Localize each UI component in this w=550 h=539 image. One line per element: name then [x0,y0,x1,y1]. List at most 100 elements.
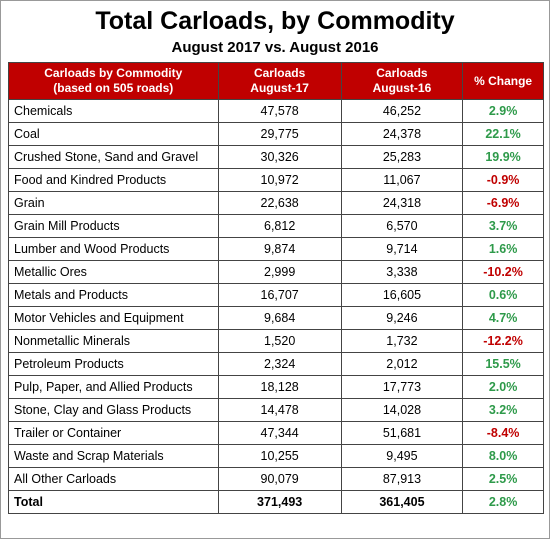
percent-change: 2.8% [462,490,544,514]
carloads: 11,067 [340,168,464,192]
column-header: Carloads August-16 [340,62,464,100]
percent-change: 19.9% [462,145,544,169]
carloads: 9,246 [340,306,464,330]
column-header: % Change [462,62,544,100]
header-line: August-16 [372,81,432,95]
row-label: Trailer or Container [8,421,219,445]
carloads: 17,773 [340,375,464,399]
carloads: 29,775 [217,122,342,146]
data-row: Metals and Products 16,707 16,605 0.6% [8,283,544,307]
percent-change: -12.2% [462,329,544,353]
carloads: 10,255 [217,444,342,468]
carloads: 24,318 [340,191,464,215]
data-row: Petroleum Products 2,324 2,012 15.5% [8,352,544,376]
data-row: Food and Kindred Products 10,972 11,067 -0.… [8,168,544,192]
carloads: 46,252 [340,99,464,123]
carloads: 10,972 [217,168,342,192]
carloads: 51,681 [340,421,464,445]
title: Total Carloads, by Commodity [95,7,455,35]
row-label: Lumber and Wood Products [8,237,219,261]
data-row: Motor Vehicles and Equipment 9,684 9,246 4.… [8,306,544,330]
percent-change: -6.9% [462,191,544,215]
carloads: 371,493 [217,490,342,514]
carloads: 2,999 [217,260,342,284]
percent-change: 2.9% [462,99,544,123]
data-row: Pulp, Paper, and Allied Products 18,128 17… [8,375,544,399]
carloads: 24,378 [340,122,464,146]
data-row: Coal 29,775 24,378 22.1% [8,122,544,146]
row-label: Pulp, Paper, and Allied Products [8,375,219,399]
row-label: Crushed Stone, Sand and Gravel [8,145,219,169]
table-head: Carloads by Commodity (based on 505 roads… [8,62,544,100]
row-label: Coal [8,122,219,146]
row-label: All Other Carloads [8,467,219,491]
row-label: Petroleum Products [8,352,219,376]
percent-change: 4.7% [462,306,544,330]
data-row: Grain Mill Products 6,812 6,570 3.7% [8,214,544,238]
table: Carloads by Commodity (based on 505 roads… [8,62,544,514]
column-header: Carloads by Commodity (based on 505 roads… [8,62,219,100]
carloads: 25,283 [340,145,464,169]
row-label: Stone, Clay and Glass Products [8,398,219,422]
row-label: Metals and Products [8,283,219,307]
total: Total 371,493 361,405 2.8% [8,490,544,514]
percent-change: 3.2% [462,398,544,422]
data-row: Stone, Clay and Glass Products 14,478 14,0… [8,398,544,422]
carloads: 3,338 [340,260,464,284]
percent-change: 15.5% [462,352,544,376]
carloads: 2,324 [217,352,342,376]
carloads: 16,605 [340,283,464,307]
carloads: 16,707 [217,283,342,307]
row-label: Food and Kindred Products [8,168,219,192]
carloads: 9,874 [217,237,342,261]
percent-change: 2.5% [462,467,544,491]
carloads: 87,913 [340,467,464,491]
row-label: Metallic Ores [8,260,219,284]
percent-change: 3.7% [462,214,544,238]
carloads: 18,128 [217,375,342,399]
carloads: 2,012 [340,352,464,376]
data-row: Waste and Scrap Materials 10,255 9,495 8.0% [8,444,544,468]
carloads: 47,344 [217,421,342,445]
carloads: 1,732 [340,329,464,353]
header-row: Carloads by Commodity (based on 505 roads… [8,62,544,100]
header-line: Carloads [253,66,306,80]
column-header: Carloads August-17 [217,62,342,100]
carloads: 1,520 [217,329,342,353]
carloads: 9,714 [340,237,464,261]
carloads: 30,326 [217,145,342,169]
row-label: Chemicals [8,99,219,123]
data-row: Grain 22,638 24,318 -6.9% [8,191,544,215]
percent-change: 8.0% [462,444,544,468]
subtitle: August 2017 vs. August 2016 [171,39,379,56]
data-row: Chemicals 47,578 46,252 2.9% [8,99,544,123]
percent-change: 0.6% [462,283,544,307]
percent-change: -0.9% [462,168,544,192]
header-line: (based on 505 roads) [53,81,174,95]
row-label: Nonmetallic Minerals [8,329,219,353]
percent-change: -10.2% [462,260,544,284]
data-row: Metallic Ores 2,999 3,338 -10.2% [8,260,544,284]
row-label: Grain [8,191,219,215]
carloads: 47,578 [217,99,342,123]
data-row: Nonmetallic Minerals 1,520 1,732 -12.2% [8,329,544,353]
carloads: 22,638 [217,191,342,215]
percent-change: 2.0% [462,375,544,399]
data-row: All Other Carloads 90,079 87,913 2.5% [8,467,544,491]
carloads: 9,495 [340,444,464,468]
percent-change: 1.6% [462,237,544,261]
row-label: Total [8,490,219,514]
carloads: 6,812 [217,214,342,238]
carloads: 9,684 [217,306,342,330]
table-body: Chemicals 47,578 46,252 2.9% Coal 29,775 24,37… [8,99,544,514]
row-label: Motor Vehicles and Equipment [8,306,219,330]
carloads: 90,079 [217,467,342,491]
carloads: 14,478 [217,398,342,422]
row-label: Grain Mill Products [8,214,219,238]
data-row: Crushed Stone, Sand and Gravel 30,326 25,2… [8,145,544,169]
header-line: Carloads [376,66,428,80]
header-line: % Change [474,73,533,88]
carloads: 6,570 [340,214,464,238]
percent-change: 22.1% [462,122,544,146]
